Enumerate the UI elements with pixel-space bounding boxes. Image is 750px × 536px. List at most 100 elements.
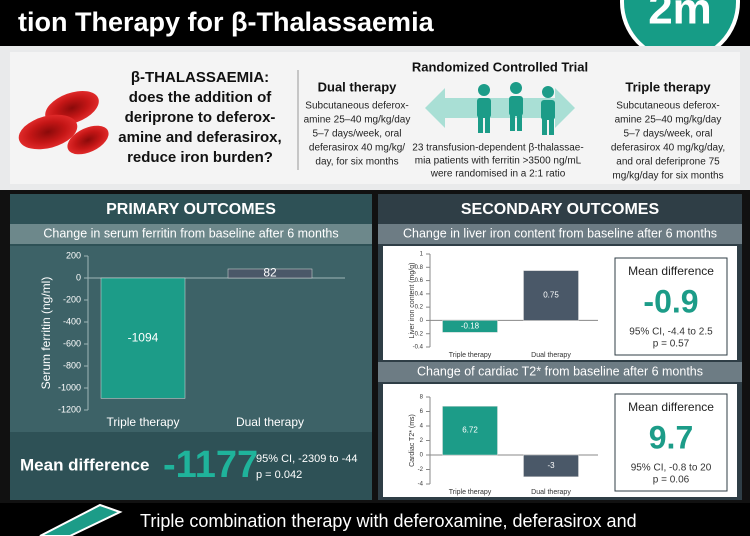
footer-bg bbox=[0, 503, 750, 536]
value-label: -3 bbox=[547, 461, 555, 470]
y-tick-label: -0.2 bbox=[413, 331, 424, 337]
primary-heading: PRIMARY OUTCOMES bbox=[106, 201, 276, 218]
text-line: and oral deferiprone 75 bbox=[616, 157, 720, 168]
md-p: p = 0.042 bbox=[256, 469, 302, 481]
bar bbox=[227, 268, 313, 279]
logo-text: 2m bbox=[648, 0, 712, 34]
bar bbox=[523, 454, 579, 477]
value-label: 6.72 bbox=[462, 426, 478, 435]
y-tick-label: 8 bbox=[420, 395, 424, 401]
x-tick-label: Dual therapy bbox=[531, 352, 571, 359]
x-tick-label: Dual therapy bbox=[236, 415, 304, 429]
box-p: p = 0.06 bbox=[653, 475, 690, 486]
y-tick-label: -200 bbox=[63, 294, 81, 304]
footer-text: Triple combination therapy with deferoxa… bbox=[140, 511, 637, 531]
text-line: amine 25–40 mg/kg/day bbox=[615, 115, 722, 126]
subtitle-bar bbox=[10, 224, 372, 244]
text-line: reduce iron burden? bbox=[127, 149, 273, 166]
y-tick-label: -4 bbox=[418, 482, 424, 488]
y-tick-label: 0.6 bbox=[415, 278, 424, 284]
box-value: 9.7 bbox=[649, 419, 693, 455]
y-tick-label: 1 bbox=[420, 252, 424, 258]
subtitle-bar bbox=[378, 362, 742, 382]
text-line: 5–7 days/week, oral bbox=[624, 129, 713, 140]
box-label: Mean difference bbox=[628, 264, 714, 278]
y-tick-label: 0 bbox=[420, 453, 424, 459]
text-line: deferasirox 40 mg/kg/day, bbox=[611, 143, 725, 154]
y-tick-label: -400 bbox=[63, 316, 81, 326]
y-tick-label: 2 bbox=[420, 438, 424, 444]
box-border bbox=[614, 393, 728, 492]
y-tick-label: -1000 bbox=[58, 382, 81, 392]
value-label: 82 bbox=[263, 266, 277, 280]
bar bbox=[442, 320, 498, 333]
y-tick-label: 4 bbox=[420, 424, 424, 430]
blood-cell bbox=[18, 114, 78, 150]
title: tion Therapy for β-Thalassaemia bbox=[18, 7, 435, 37]
text-line: mia patients with ferritin >3500 ng/mL bbox=[415, 156, 582, 167]
y-tick-label: -2 bbox=[418, 467, 424, 473]
y-tick-label: -1200 bbox=[58, 404, 81, 414]
y-axis-label: Serum ferritin (ng/ml) bbox=[39, 277, 53, 390]
text-line: mg/kg/day for six months bbox=[612, 171, 723, 182]
chart-title: Change of cardiac T2* from baseline afte… bbox=[417, 364, 703, 378]
md-value: -1177 bbox=[163, 444, 258, 486]
y-axis-label: Cardiac T2* (ms) bbox=[409, 414, 416, 467]
box-ci: 95% CI, -0.8 to 20 bbox=[631, 463, 712, 474]
x-tick-label: Triple therapy bbox=[449, 352, 492, 359]
x-tick-label: Triple therapy bbox=[107, 415, 180, 429]
subtitle-bar bbox=[378, 224, 742, 244]
y-tick-label: 0.4 bbox=[415, 291, 424, 297]
dual-text: Subcutaneous deferox-amine 25–40 mg/kg/d… bbox=[304, 101, 411, 168]
question: β-THALASSAEMIA: does the addition of derip… bbox=[118, 69, 281, 166]
arrows bbox=[425, 88, 575, 128]
value-label: -0.18 bbox=[461, 322, 480, 331]
y-tick-label: 200 bbox=[66, 250, 81, 260]
y-tick-label: 6 bbox=[420, 409, 424, 415]
trial-text: 23 transfusion-dependent β-thalassae-mia… bbox=[412, 143, 583, 180]
chart-title: Change in serum ferritin from baseline a… bbox=[43, 226, 338, 240]
y-tick-label: -600 bbox=[63, 338, 81, 348]
secondary-heading: SECONDARY OUTCOMES bbox=[461, 201, 660, 218]
value-label: 0.75 bbox=[543, 291, 559, 300]
x-tick-label: Triple therapy bbox=[449, 489, 492, 496]
x-tick-label: Dual therapy bbox=[531, 489, 571, 496]
text-line: deferasirox 40 mg/kg/ bbox=[309, 143, 405, 154]
box-value: -0.9 bbox=[643, 283, 698, 319]
text-line: Subcutaneous deferox- bbox=[305, 101, 408, 112]
box-border bbox=[614, 257, 728, 356]
value-label: -1094 bbox=[128, 330, 159, 344]
box-ci: 95% CI, -4.4 to 2.5 bbox=[629, 327, 713, 338]
blood-cell bbox=[67, 125, 109, 155]
bar bbox=[100, 277, 186, 399]
md-label: Mean difference bbox=[20, 455, 149, 474]
bar bbox=[523, 270, 579, 321]
text-line: does the addition of bbox=[129, 89, 272, 106]
box-p: p = 0.57 bbox=[653, 339, 690, 350]
y-tick-label: 0.8 bbox=[415, 265, 424, 271]
text-line: deriprone to deferox- bbox=[125, 109, 276, 126]
text-line: were randomised in a 2:1 ratio bbox=[430, 169, 566, 180]
y-tick-label: 0.2 bbox=[415, 305, 424, 311]
trial-title: Randomized Controlled Trial bbox=[412, 59, 588, 74]
y-tick-label: 0 bbox=[420, 318, 424, 324]
y-axis-label: Liver iron content (mg/g) bbox=[409, 263, 416, 339]
text-line: day, for six months bbox=[315, 157, 398, 168]
text-line: amine 25–40 mg/kg/day bbox=[304, 115, 411, 126]
chart-title: Change in liver iron content from baseli… bbox=[403, 226, 717, 240]
intro-panel bbox=[10, 52, 740, 184]
triple-text: Subcutaneous deferox-amine 25–40 mg/kg/d… bbox=[611, 101, 725, 182]
y-tick-label: 0 bbox=[76, 272, 81, 282]
text-line: 5–7 days/week, oral bbox=[313, 129, 402, 140]
text-line: amine and deferasirox, bbox=[118, 129, 281, 146]
text-line: 23 transfusion-dependent β-thalassae- bbox=[412, 143, 583, 154]
md-ci: 95% CI, -2309 to -44 bbox=[256, 453, 358, 465]
footer-icon bbox=[39, 503, 123, 536]
text-line: β-THALASSAEMIA: bbox=[131, 69, 269, 86]
bar bbox=[442, 406, 498, 456]
mean-box: Mean difference -0.9 95% CI, -4.4 to 2.5p … bbox=[614, 257, 728, 356]
dual-title: Dual therapy bbox=[318, 79, 398, 94]
mean-box: Mean difference 9.7 95% CI, -0.8 to 20p = … bbox=[614, 393, 728, 492]
